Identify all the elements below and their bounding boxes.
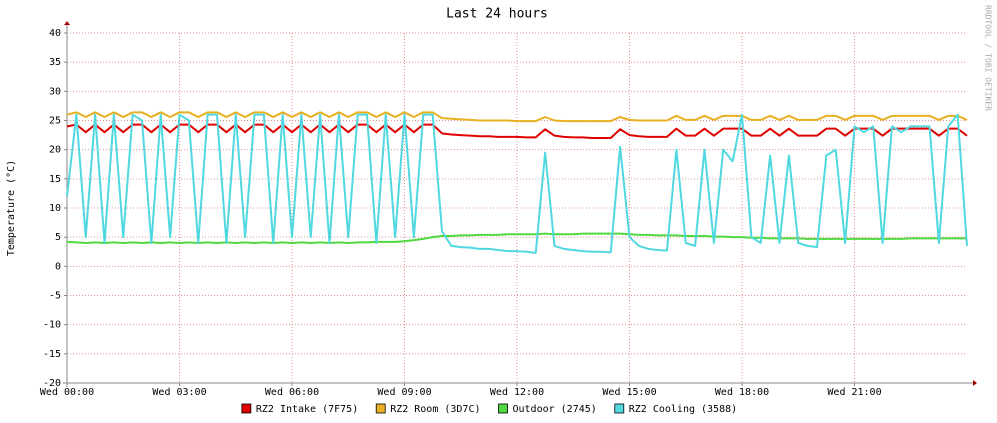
y-tick-label: 40: [49, 28, 61, 39]
axis-arrow: [64, 21, 70, 25]
y-tick-label: 10: [49, 203, 61, 214]
legend-label: RZ2 Room (3D7C): [390, 404, 480, 415]
x-tick-label: Wed 12:00: [490, 387, 544, 398]
series-line: [66, 113, 968, 254]
series-line: [66, 111, 968, 123]
y-tick-label: 30: [49, 86, 61, 97]
legend-swatch: [498, 403, 508, 414]
x-tick-label: Wed 00:00: [40, 387, 94, 398]
legend-swatch: [241, 403, 252, 414]
chart-title: Last 24 hours: [446, 7, 548, 22]
y-tick-label: -20: [43, 378, 61, 389]
x-tick-label: Wed 21:00: [827, 387, 881, 398]
legend-label: Outdoor (2745): [513, 404, 597, 415]
y-tick-label: -10: [43, 320, 61, 331]
watermark: RRDTOOL / TOBI OETIKER: [984, 5, 993, 111]
axis-arrow: [973, 380, 977, 386]
y-tick-label: 25: [49, 116, 61, 127]
y-tick-label: 35: [49, 57, 61, 68]
legend-swatch: [375, 403, 386, 414]
y-tick-label: -5: [49, 291, 61, 302]
y-tick-label: 5: [55, 232, 61, 243]
y-tick-label: -15: [43, 349, 61, 360]
legend-label: RZ2 Cooling (3588): [629, 404, 737, 415]
x-tick-label: Wed 18:00: [715, 387, 769, 398]
x-tick-label: Wed 15:00: [602, 387, 656, 398]
legend-swatch: [614, 403, 625, 414]
y-tick-label: 20: [49, 145, 61, 156]
y-tick-label: 0: [55, 261, 61, 272]
y-tick-label: 15: [49, 174, 61, 185]
x-tick-label: Wed 06:00: [265, 387, 319, 398]
x-tick-label: Wed 03:00: [152, 387, 206, 398]
legend-label: RZ2 Intake (7F75): [256, 404, 358, 415]
x-tick-label: Wed 09:00: [377, 387, 431, 398]
y-axis-label: Temperature (°C): [6, 160, 17, 256]
